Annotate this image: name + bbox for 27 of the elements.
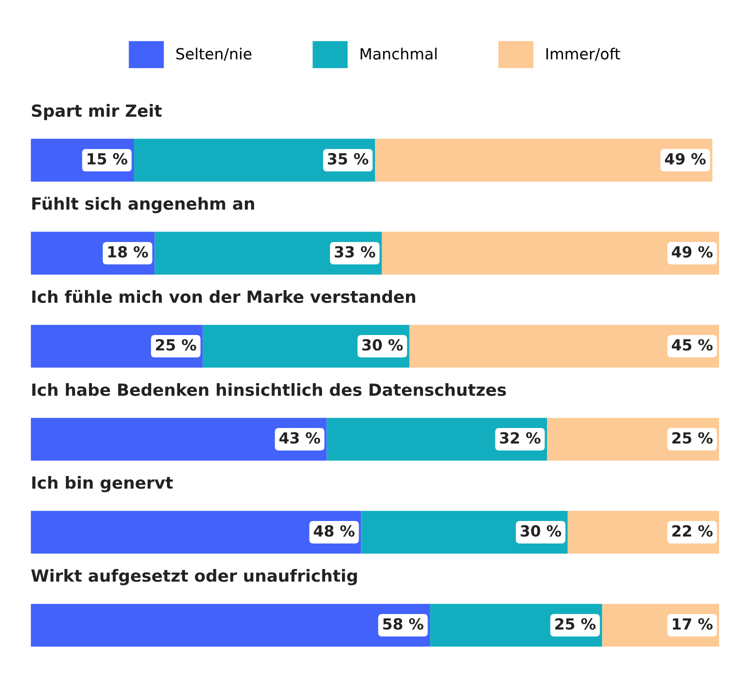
data-label: 33 %	[334, 246, 376, 258]
y-tick-label: Ich fühle mich von der Marke verstanden	[32, 290, 416, 303]
data-label: 17 %	[672, 618, 713, 630]
data-label: 25 %	[672, 432, 713, 444]
y-tick-label: Wirkt aufgesetzt oder unaufrichtig	[31, 569, 357, 586]
data-label: 30 %	[362, 339, 403, 351]
y-tick-label: Fühlt sich angenehm an	[32, 196, 254, 214]
legend-label: Manchmal	[360, 48, 437, 60]
data-label: 49 %	[672, 246, 713, 258]
data-label: 25 %	[156, 339, 196, 351]
y-tick-label: Ich bin genervt	[32, 476, 173, 492]
data-label: 18 %	[108, 246, 148, 258]
data-label: 45 %	[672, 339, 713, 351]
legend-label: Immer/oft	[546, 48, 620, 61]
data-label: 15 %	[88, 153, 128, 165]
data-label: 58 %	[383, 618, 424, 630]
y-tick-label: Ich habe Bedenken hinsichtlich des Datenschutzes	[32, 383, 506, 396]
data-label: 22 %	[672, 525, 713, 537]
legend-label: Selten/nie	[176, 48, 252, 61]
data-label: 32 %	[500, 432, 540, 444]
data-label: 35 %	[328, 153, 368, 165]
data-label: 43 %	[279, 432, 320, 444]
data-label: 49 %	[664, 153, 706, 165]
y-tick-label: Spart mir Zeit	[32, 104, 162, 120]
data-label: 48 %	[314, 525, 355, 537]
data-label: 25 %	[555, 618, 596, 630]
data-label: 30 %	[520, 525, 562, 537]
